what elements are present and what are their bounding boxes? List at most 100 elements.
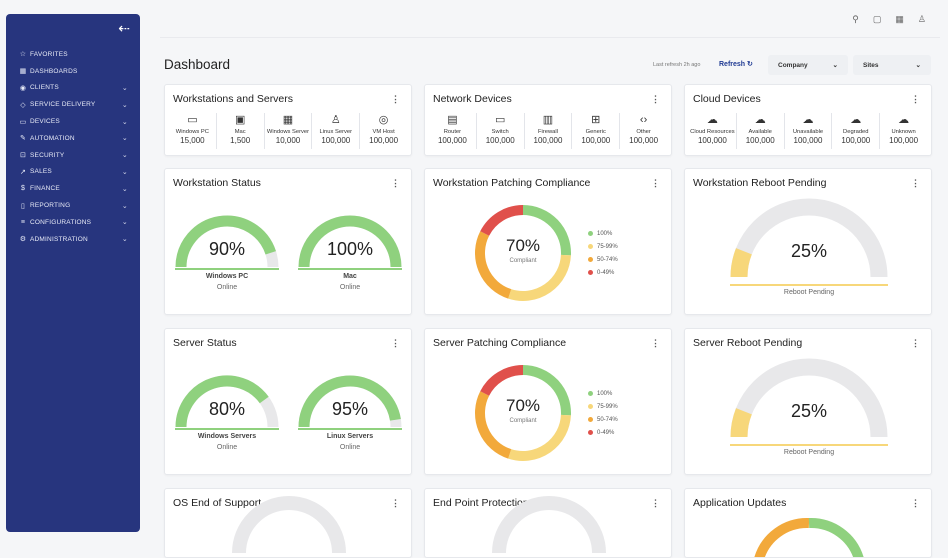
- company-select[interactable]: Company ⌄: [768, 55, 848, 75]
- chat-icon[interactable]: ▢: [872, 14, 882, 24]
- card-server-status: Server Status ⋮ 80% Windows Servers Online…: [164, 328, 412, 475]
- donut-center: 70% Compliant: [483, 236, 563, 264]
- legend-label: 100%: [597, 390, 613, 397]
- legend-item: 75-99%: [588, 240, 618, 253]
- more-menu-icon[interactable]: ⋮: [911, 178, 920, 188]
- device-count-item[interactable]: ⊞ Generic 100,000: [572, 113, 621, 149]
- donut-chart: [475, 205, 571, 301]
- sliders-icon: ≡: [20, 218, 26, 226]
- apps-icon[interactable]: ▦: [895, 14, 904, 24]
- device-count-item[interactable]: ‹› Other 100,000: [620, 113, 667, 149]
- device-value: 100,000: [889, 136, 919, 145]
- sidebar-item-security[interactable]: ⊡ SECURITY ⌄: [6, 147, 140, 164]
- more-menu-icon[interactable]: ⋮: [391, 178, 400, 188]
- device-count-item[interactable]: ◎ VM Host 100,000: [360, 113, 407, 149]
- device-count-item[interactable]: ▭ Windows PC 15,000: [169, 113, 217, 149]
- sidebar-item-administration[interactable]: ⚙ ADMINISTRATION ⌄: [6, 231, 140, 248]
- donut-percent: 70%: [505, 236, 541, 255]
- sidebar-item-configurations[interactable]: ≡ CONFIGURATIONS ⌄: [6, 214, 140, 231]
- device-count-item[interactable]: ▭ Switch 100,000: [477, 113, 525, 149]
- more-menu-icon[interactable]: ⋮: [651, 94, 660, 104]
- donut-segment: [508, 414, 571, 461]
- device-name: Unknown: [891, 129, 916, 135]
- user-icon[interactable]: ♙: [917, 14, 926, 24]
- legend-item: 100%: [588, 387, 618, 400]
- chevron-down-icon: ⌄: [121, 118, 128, 126]
- reboot-gauge-svg: [730, 358, 888, 446]
- collapse-sidebar-icon[interactable]: ⇠: [118, 20, 130, 36]
- legend-item: 75-99%: [588, 400, 618, 413]
- device-value: 10,000: [275, 136, 301, 145]
- more-menu-icon[interactable]: ⋮: [391, 498, 400, 508]
- gauge-sublabel: Online: [339, 284, 361, 291]
- sidebar-item-dashboards[interactable]: ▦ DASHBOARDS: [6, 63, 140, 80]
- device-name: Windows PC: [175, 129, 209, 135]
- sidebar-item-reporting[interactable]: ▯ REPORTING ⌄: [6, 197, 140, 214]
- lock-icon: ⊡: [19, 152, 27, 160]
- device-count-item[interactable]: ☁ Cloud Resources 100,000: [689, 113, 737, 149]
- refresh-button[interactable]: Refresh ↻: [719, 60, 753, 68]
- more-menu-icon[interactable]: ⋮: [911, 94, 920, 104]
- device-count-item[interactable]: ▥ Firewall 100,000: [525, 113, 573, 149]
- device-name: Firewall: [538, 129, 558, 135]
- chevron-down-icon: ⌄: [121, 185, 128, 193]
- sidebar-nav: ☆ FAVORITES ▦ DASHBOARDS ◉ CLIENTS ⌄ ◇ SERVICE D…: [6, 46, 140, 248]
- legend-dot: [588, 417, 593, 422]
- sidebar-item-clients[interactable]: ◉ CLIENTS ⌄: [6, 80, 140, 97]
- device-name: Windows Server: [266, 129, 310, 135]
- card-os-end-of-support: OS End of Support ⋮: [164, 488, 412, 558]
- legend-dot: [588, 404, 593, 409]
- more-menu-icon[interactable]: ⋮: [651, 178, 660, 188]
- sidebar-item-devices[interactable]: ▭ DEVICES ⌄: [6, 113, 140, 130]
- status-gauge: [175, 215, 279, 270]
- device-count-item[interactable]: ♙ Linux Server 100,000: [312, 113, 361, 149]
- device-icon: ♙: [330, 114, 341, 126]
- chevron-down-icon: ⌄: [121, 202, 128, 210]
- more-menu-icon[interactable]: ⋮: [911, 498, 920, 508]
- sidebar-item-favorites[interactable]: ☆ FAVORITES: [6, 46, 140, 63]
- sidebar-item-service-delivery[interactable]: ◇ SERVICE DELIVERY ⌄: [6, 96, 140, 113]
- sidebar-item-sales[interactable]: ↗ SALES ⌄: [6, 164, 140, 181]
- device-count-item[interactable]: ▤ Router 100,000: [429, 113, 477, 149]
- sidebar-item-label: SECURITY: [30, 151, 65, 159]
- device-value: 100,000: [485, 136, 515, 145]
- gauge-percent: 80%: [208, 399, 246, 419]
- sidebar-item-automation[interactable]: ✎ AUTOMATION ⌄: [6, 130, 140, 147]
- device-name: Unavailable: [792, 129, 824, 135]
- device-count-item[interactable]: ☁ Degraded 100,000: [832, 113, 881, 149]
- device-count-item[interactable]: ☁ Unknown 100,000: [880, 113, 927, 149]
- chevron-down-icon: ⌄: [121, 84, 128, 92]
- status-gauge: [298, 375, 402, 430]
- sidebar-item-label: AUTOMATION: [30, 134, 75, 142]
- partial-gauge: [232, 496, 346, 554]
- donut-chart: [475, 365, 571, 461]
- device-count-item[interactable]: ☁ Unavailable 100,000: [785, 113, 833, 149]
- donut-legend: 100% 75-99% 50-74% 0-49%: [588, 227, 618, 279]
- sidebar-item-label: DASHBOARDS: [30, 67, 78, 75]
- refresh-icon: ↻: [747, 61, 753, 68]
- more-menu-icon[interactable]: ⋮: [391, 94, 400, 104]
- chevron-down-icon: ⌄: [121, 168, 128, 176]
- device-value: 100,000: [321, 136, 351, 145]
- user-icon: ◉: [19, 84, 27, 92]
- more-menu-icon[interactable]: ⋮: [911, 338, 920, 348]
- sidebar-item-finance[interactable]: $ FINANCE ⌄: [6, 180, 140, 197]
- device-count-item[interactable]: ▣ Mac 1,500: [217, 113, 265, 149]
- chevron-down-icon: ⌄: [121, 236, 128, 244]
- company-select-value: Company: [778, 61, 808, 69]
- search-icon[interactable]: ⚲: [852, 14, 859, 24]
- device-count-item[interactable]: ▦ Windows Server 10,000: [265, 113, 313, 149]
- legend-label: 0-49%: [597, 429, 615, 436]
- more-menu-icon[interactable]: ⋮: [651, 498, 660, 508]
- more-menu-icon[interactable]: ⋮: [651, 338, 660, 348]
- device-icon: ‹›: [639, 114, 648, 126]
- more-menu-icon[interactable]: ⋮: [391, 338, 400, 348]
- sites-select[interactable]: Sites ⌄: [853, 55, 931, 75]
- card-workstation-patching: Workstation Patching Compliance ⋮ 70% Com…: [424, 168, 672, 315]
- device-name: Available: [748, 129, 772, 135]
- gauge-percent: 100%: [326, 239, 374, 259]
- device-count-item[interactable]: ☁ Available 100,000: [737, 113, 785, 149]
- legend-label: 75-99%: [597, 403, 618, 410]
- device-icon: ▤: [447, 114, 458, 126]
- device-value: 100,000: [793, 136, 823, 145]
